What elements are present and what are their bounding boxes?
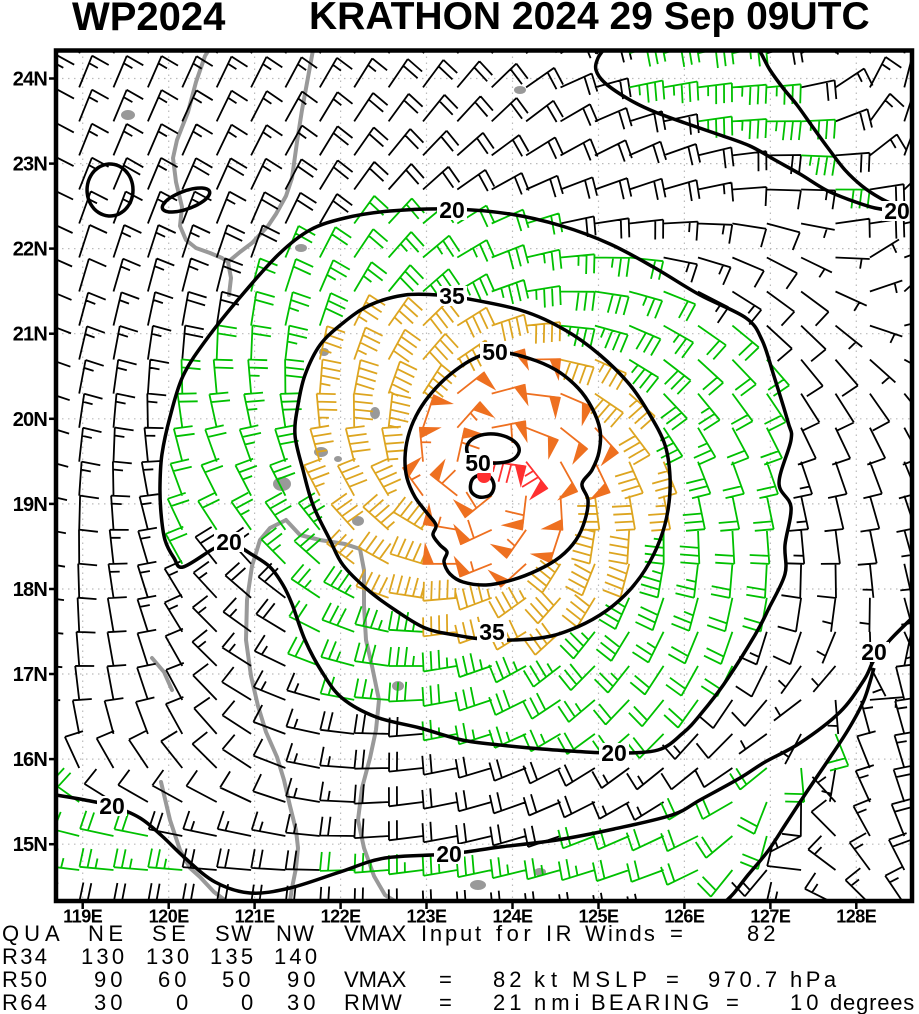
svg-text:22N: 22N <box>13 239 48 261</box>
svg-text:120E: 120E <box>149 907 190 927</box>
svg-text:20: 20 <box>216 529 242 555</box>
svg-text:50: 50 <box>465 450 491 476</box>
svg-text:126E: 126E <box>664 907 705 927</box>
svg-text:35: 35 <box>479 619 505 645</box>
svg-text:35: 35 <box>439 283 465 309</box>
svg-text:20N: 20N <box>13 409 48 431</box>
svg-text:128E: 128E <box>836 907 877 927</box>
svg-text:15N: 15N <box>13 834 48 856</box>
svg-text:119E: 119E <box>63 907 103 927</box>
svg-text:20: 20 <box>861 639 887 665</box>
svg-text:123E: 123E <box>406 907 447 927</box>
svg-text:127E: 127E <box>750 907 791 927</box>
svg-text:121E: 121E <box>235 907 276 927</box>
svg-text:20: 20 <box>884 198 910 224</box>
svg-text:20: 20 <box>601 740 627 766</box>
svg-text:122E: 122E <box>321 907 362 927</box>
svg-text:16N: 16N <box>13 749 48 771</box>
svg-text:23N: 23N <box>13 154 48 176</box>
svg-text:19N: 19N <box>13 494 48 516</box>
svg-text:17N: 17N <box>13 664 48 686</box>
svg-text:20: 20 <box>439 197 465 223</box>
svg-text:24N: 24N <box>13 69 48 91</box>
svg-text:18N: 18N <box>13 579 48 601</box>
svg-text:124E: 124E <box>492 907 533 927</box>
svg-text:20: 20 <box>436 841 462 867</box>
svg-text:50: 50 <box>482 339 508 365</box>
svg-text:20: 20 <box>99 793 125 819</box>
svg-text:21N: 21N <box>13 324 48 346</box>
svg-text:125E: 125E <box>578 907 619 927</box>
